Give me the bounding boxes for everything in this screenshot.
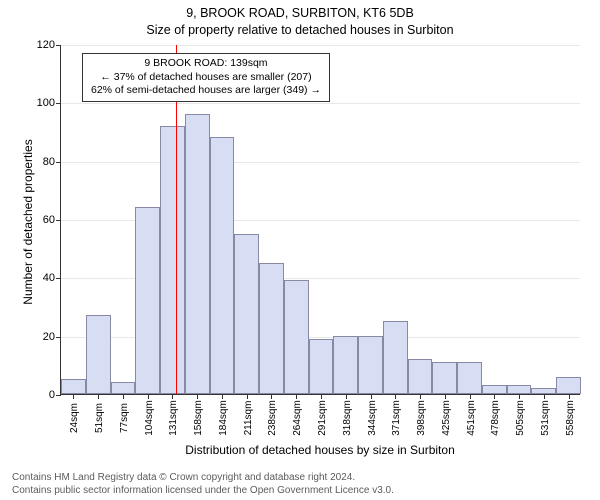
- xtick-label: 478sqm: [490, 400, 501, 436]
- chart-title-address: 9, BROOK ROAD, SURBITON, KT6 5DB: [0, 6, 600, 20]
- xtick-label: 184sqm: [218, 400, 229, 436]
- ytick-label: 100: [37, 97, 55, 109]
- ytick-label: 60: [43, 214, 55, 226]
- xtick-label: 291sqm: [317, 400, 328, 436]
- xtick-mark: [420, 394, 421, 399]
- histogram-bar: [556, 377, 581, 395]
- xtick-label: 425sqm: [441, 400, 452, 436]
- ytick-label: 80: [43, 156, 55, 168]
- xtick-label: 238sqm: [267, 400, 278, 436]
- xtick-label: 318sqm: [342, 400, 353, 436]
- histogram-bar: [333, 336, 358, 394]
- ytick-mark: [56, 278, 61, 279]
- annotation-line1: 9 BROOK ROAD: 139sqm: [91, 57, 321, 71]
- xtick-mark: [247, 394, 248, 399]
- xtick-mark: [123, 394, 124, 399]
- histogram-bar: [482, 385, 507, 394]
- xtick-mark: [296, 394, 297, 399]
- histogram-bar: [135, 207, 160, 394]
- footer-line1: Contains HM Land Registry data © Crown c…: [12, 471, 355, 484]
- xtick-mark: [470, 394, 471, 399]
- ytick-label: 0: [49, 389, 55, 401]
- ytick-mark: [56, 395, 61, 396]
- xtick-mark: [519, 394, 520, 399]
- xtick-mark: [445, 394, 446, 399]
- footer-line2: Contains public sector information licen…: [12, 484, 394, 497]
- xtick-mark: [395, 394, 396, 399]
- xtick-mark: [569, 394, 570, 399]
- xtick-label: 158sqm: [193, 400, 204, 436]
- xtick-label: 371sqm: [391, 400, 402, 436]
- histogram-bar: [61, 379, 86, 394]
- xtick-mark: [544, 394, 545, 399]
- xtick-label: 131sqm: [168, 400, 179, 436]
- histogram-bar: [86, 315, 111, 394]
- histogram-bar: [160, 126, 185, 394]
- gridline: [61, 103, 580, 104]
- ytick-mark: [56, 103, 61, 104]
- xtick-mark: [494, 394, 495, 399]
- xtick-label: 344sqm: [367, 400, 378, 436]
- xtick-mark: [172, 394, 173, 399]
- chart-area: 02040608010012024sqm51sqm77sqm104sqm131s…: [60, 45, 580, 395]
- xtick-label: 264sqm: [292, 400, 303, 436]
- xtick-label: 505sqm: [515, 400, 526, 436]
- xtick-mark: [73, 394, 74, 399]
- gridline: [61, 162, 580, 163]
- histogram-bar: [432, 362, 457, 394]
- annotation-line2: ← 37% of detached houses are smaller (20…: [91, 71, 321, 85]
- histogram-bar: [507, 385, 532, 394]
- xtick-mark: [222, 394, 223, 399]
- ytick-mark: [56, 220, 61, 221]
- xtick-label: 104sqm: [144, 400, 155, 436]
- xtick-mark: [197, 394, 198, 399]
- histogram-bar: [358, 336, 383, 394]
- ytick-label: 40: [43, 272, 55, 284]
- x-axis-label: Distribution of detached houses by size …: [60, 443, 580, 457]
- histogram-bar: [284, 280, 309, 394]
- xtick-mark: [148, 394, 149, 399]
- xtick-mark: [98, 394, 99, 399]
- y-axis-label: Number of detached properties: [21, 122, 35, 322]
- ytick-mark: [56, 45, 61, 46]
- xtick-mark: [346, 394, 347, 399]
- xtick-label: 51sqm: [94, 403, 105, 433]
- annotation-box: 9 BROOK ROAD: 139sqm ← 37% of detached h…: [82, 53, 330, 102]
- ytick-label: 120: [37, 39, 55, 51]
- annotation-line3: 62% of semi-detached houses are larger (…: [91, 84, 321, 98]
- histogram-bar: [309, 339, 334, 394]
- xtick-label: 211sqm: [243, 401, 254, 436]
- xtick-label: 398sqm: [416, 400, 427, 436]
- xtick-mark: [271, 394, 272, 399]
- xtick-label: 531sqm: [540, 400, 551, 436]
- histogram-bar: [234, 234, 259, 394]
- histogram-bar: [383, 321, 408, 394]
- histogram-bar: [408, 359, 433, 394]
- ytick-mark: [56, 337, 61, 338]
- histogram-bar: [210, 137, 235, 394]
- xtick-label: 77sqm: [119, 403, 130, 433]
- gridline: [61, 45, 580, 46]
- ytick-mark: [56, 162, 61, 163]
- xtick-label: 558sqm: [565, 400, 576, 436]
- xtick-mark: [371, 394, 372, 399]
- ytick-label: 20: [43, 331, 55, 343]
- histogram-bar: [457, 362, 482, 394]
- xtick-mark: [321, 394, 322, 399]
- xtick-label: 451sqm: [466, 400, 477, 436]
- histogram-bar: [185, 114, 210, 394]
- xtick-label: 24sqm: [69, 403, 80, 433]
- chart-subtitle: Size of property relative to detached ho…: [0, 23, 600, 37]
- histogram-bar: [111, 382, 136, 394]
- histogram-bar: [259, 263, 284, 394]
